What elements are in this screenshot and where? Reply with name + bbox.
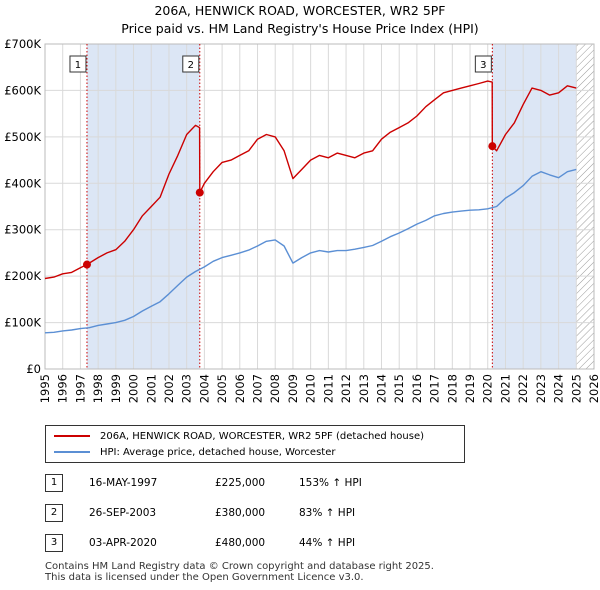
transaction-price: £225,000 [215,477,266,489]
chart-title: 206A, HENWICK ROAD, WORCESTER, WR2 5PF P… [0,2,600,38]
x-tick-label: 1995 [38,374,52,403]
transaction-date: 26-SEP-2003 [89,507,157,519]
x-tick-label: 1998 [91,374,105,403]
x-tick-label: 2022 [516,374,530,403]
x-tick-label: 2024 [552,374,566,403]
x-tick-label: 2010 [304,374,318,403]
x-tick-label: 2023 [534,374,548,403]
transaction-row: 1 16-MAY-1997 £225,000 153% ↑ HPI [45,474,465,494]
property-price-line [44,80,577,280]
shaded-region-2 [492,44,577,369]
forecast-hatch-region [576,44,594,369]
title-line-2: Price paid vs. HM Land Registry's House … [121,21,479,36]
x-tick-label: 2018 [445,374,459,403]
x-tick-label: 2019 [463,374,477,403]
chart-legend: 206A, HENWICK ROAD, WORCESTER, WR2 5PF (… [45,425,465,463]
x-tick-label: 2003 [180,374,194,403]
transaction-number-badge: 2 [45,504,63,522]
sale-point-2 [195,188,204,197]
transaction-date: 03-APR-2020 [89,537,157,549]
x-tick-label: 2025 [569,374,583,403]
legend-swatch-property [54,435,90,437]
x-tick-label: 2011 [321,374,335,403]
x-tick-label: 2002 [162,374,176,403]
marker-label-2: 2 [188,60,194,71]
x-tick-label: 2014 [374,374,388,403]
shaded-region-1 [86,44,200,369]
marker-label-1: 1 [75,60,81,71]
x-tick-label: 2013 [357,374,371,403]
hpi-line [44,168,577,334]
transaction-date: 16-MAY-1997 [89,477,158,489]
x-tick-label: 2015 [392,374,406,403]
transaction-hpi-change: 153% ↑ HPI [299,477,362,489]
y-tick-label: £400K [4,176,41,190]
marker-label-3: 3 [480,60,486,71]
y-tick-label: £300K [4,223,41,237]
legend-item-hpi: HPI: Average price, detached house, Worc… [54,445,335,459]
x-tick-label: 2009 [286,374,300,403]
transaction-price: £480,000 [215,537,266,549]
x-tick-label: 2001 [144,374,158,403]
x-tick-label: 2004 [197,374,211,403]
price-chart: 1 2 3 £0 £100K £200K £300K £400K £500K £600K £700K… [4,37,600,403]
x-tick-label: 2016 [410,374,424,403]
x-tick-label: 2006 [233,374,247,403]
x-tick-label: 2021 [498,374,512,403]
x-tick-label: 2012 [339,374,353,403]
footer-copyright: Contains HM Land Registry data © Crown c… [45,561,434,572]
marker-box-2 [182,55,200,73]
transaction-hpi-change: 83% ↑ HPI [299,507,356,519]
marker-box-3 [474,55,492,73]
y-tick-label: £500K [4,130,41,144]
transaction-number-badge: 3 [45,534,63,552]
title-line-1: 206A, HENWICK ROAD, WORCESTER, WR2 5PF [154,3,446,18]
y-tick-label: £0 [26,362,41,376]
x-tick-label: 2020 [481,374,495,403]
footer-license: This data is licensed under the Open Gov… [45,572,364,583]
x-tick-label: 1999 [109,374,123,403]
y-tick-label: £200K [4,269,41,283]
transaction-number-badge: 1 [45,474,63,492]
transaction-row: 2 26-SEP-2003 £380,000 83% ↑ HPI [45,504,465,524]
x-tick-label: 1997 [73,374,87,403]
transaction-row: 3 03-APR-2020 £480,000 44% ↑ HPI [45,534,465,554]
legend-label-hpi: HPI: Average price, detached house, Worc… [100,446,336,458]
legend-swatch-hpi [54,451,90,453]
x-tick-label: 2017 [428,374,442,403]
transaction-hpi-change: 44% ↑ HPI [299,537,356,549]
sale-point-3 [488,142,497,151]
x-tick-label: 2000 [127,374,141,403]
y-tick-label: £600K [4,83,41,97]
transaction-price: £380,000 [215,507,266,519]
x-tick-label: 2026 [587,374,600,403]
legend-label-property: 206A, HENWICK ROAD, WORCESTER, WR2 5PF (… [100,430,425,442]
footer: Contains HM Land Registry data © Crown c… [45,561,434,583]
sale-point-1 [82,260,91,269]
x-tick-label: 2005 [215,374,229,403]
x-tick-label: 1996 [56,374,70,403]
x-tick-label: 2008 [268,374,282,403]
x-tick-label: 2007 [251,374,265,403]
legend-item-property: 206A, HENWICK ROAD, WORCESTER, WR2 5PF (… [54,429,424,443]
plot-frame [44,43,595,370]
y-tick-label: £700K [4,37,41,51]
y-tick-label: £100K [4,316,41,330]
marker-box-1 [69,55,87,73]
